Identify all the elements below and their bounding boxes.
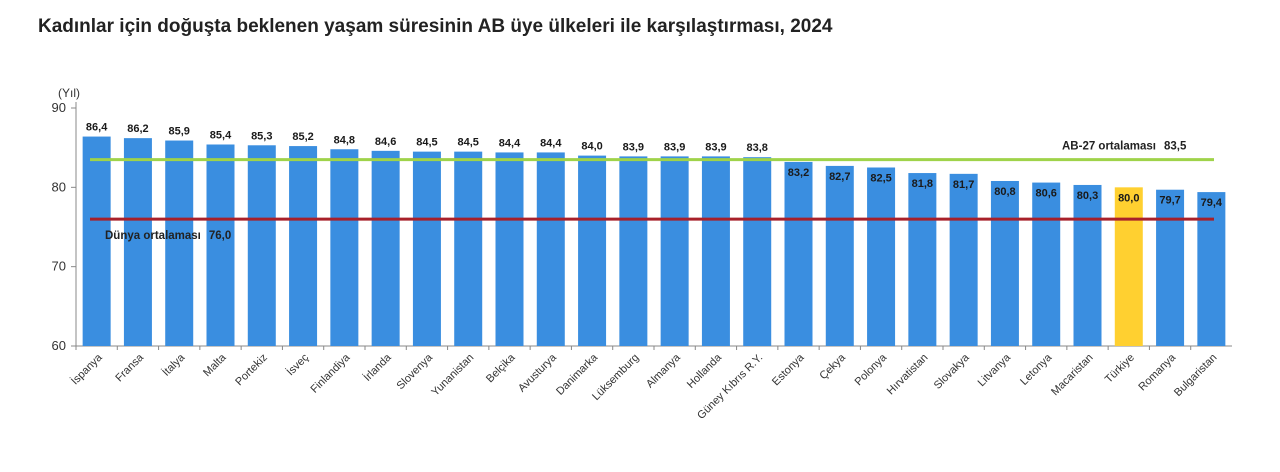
category-label: Çekya (817, 351, 848, 382)
data-label: 80,3 (1077, 190, 1098, 202)
bar-5 (289, 146, 318, 346)
category-label: Portekiz (233, 352, 270, 389)
category-label: Hırvatistan (885, 352, 931, 398)
category-label: Belçika (484, 351, 518, 385)
world-average-label: Dünya ortalaması 76,0 (105, 230, 231, 242)
category-label: İsveç (284, 351, 312, 379)
category-label: Macaristan (1049, 352, 1096, 399)
bar-7 (371, 150, 400, 346)
data-label: 79,7 (1159, 195, 1180, 207)
data-label: 80,6 (1036, 188, 1057, 200)
data-label: 83,9 (664, 141, 685, 153)
category-label: Litvanya (976, 351, 1014, 389)
category-label: Finlandiya (309, 351, 354, 396)
category-label: Bulgaristan (1172, 352, 1219, 399)
category-label: İtalya (160, 350, 188, 378)
category-label: Yunanistan (429, 352, 476, 399)
data-label: 85,9 (169, 126, 190, 138)
bar-18 (825, 165, 854, 346)
bar-6 (330, 149, 359, 346)
bar-25 (1114, 187, 1143, 346)
bar-11 (536, 152, 565, 346)
data-label: 84,4 (499, 137, 521, 149)
data-label: 85,2 (292, 131, 313, 143)
bar-13 (619, 156, 648, 346)
bar-21 (949, 173, 978, 346)
data-label: 85,4 (210, 129, 232, 141)
bar-19 (867, 167, 896, 346)
data-label: 84,4 (540, 137, 562, 149)
category-label: Malta (201, 351, 229, 379)
y-tick-label: 90 (52, 100, 66, 115)
category-label: Polonya (853, 351, 890, 388)
data-label: 84,8 (334, 134, 355, 146)
data-label: 84,5 (458, 137, 479, 149)
category-label: Estonya (770, 351, 807, 388)
category-label: Almanya (644, 351, 683, 390)
data-label: 83,9 (623, 141, 644, 153)
chart-title: Kadınlar için doğuşta beklenen yaşam sür… (38, 16, 833, 37)
data-label: 82,5 (870, 173, 891, 185)
data-label: 84,0 (581, 141, 602, 153)
bar-14 (660, 156, 689, 346)
category-label: İrlanda (361, 350, 395, 384)
data-label: 80,0 (1118, 192, 1139, 204)
bar-0 (82, 136, 111, 346)
category-label: Fransa (113, 351, 146, 384)
bar-27 (1197, 192, 1226, 346)
data-label: 86,4 (86, 122, 108, 134)
category-label: Avusturya (516, 351, 560, 395)
y-tick-label: 80 (52, 179, 66, 194)
data-label: 83,2 (788, 167, 809, 179)
bar-3 (206, 144, 235, 346)
bar-4 (247, 145, 276, 346)
bar-24 (1073, 184, 1102, 346)
data-label: 81,8 (912, 178, 933, 190)
category-label: Türkiye (1103, 352, 1137, 386)
eu-average-label: AB-27 ortalaması 83,5 (1062, 141, 1187, 153)
category-label: Slovenya (395, 351, 436, 392)
category-label: Hollanda (685, 351, 725, 391)
y-tick-label: 60 (52, 338, 66, 353)
bar-8 (412, 151, 441, 346)
bar-17 (784, 161, 813, 346)
data-label: 85,3 (251, 130, 272, 142)
data-label: 79,4 (1201, 197, 1223, 209)
y-axis-unit: (Yıl) (58, 86, 80, 100)
y-tick-label: 70 (52, 259, 66, 274)
bar-20 (908, 173, 937, 346)
bar-1 (123, 138, 152, 346)
bar-10 (495, 152, 524, 346)
bar-9 (454, 151, 483, 346)
data-label: 81,7 (953, 179, 974, 191)
data-label: 86,2 (127, 123, 148, 135)
data-label: 80,8 (994, 186, 1015, 198)
data-label: 84,5 (416, 137, 437, 149)
category-label: Romanya (1136, 351, 1178, 393)
bar-26 (1156, 189, 1185, 346)
category-label: Slovakya (932, 351, 973, 392)
bar-15 (701, 156, 730, 346)
category-label: Letonya (1018, 351, 1055, 388)
bar-2 (165, 140, 194, 346)
bar-12 (578, 155, 607, 346)
data-label: 84,6 (375, 136, 396, 148)
category-label: İspanya (68, 350, 105, 387)
bar-22 (990, 180, 1019, 346)
data-label: 83,8 (747, 142, 768, 154)
bar-16 (743, 157, 772, 346)
data-label: 82,7 (829, 171, 850, 183)
bar-23 (1032, 182, 1061, 346)
data-label: 83,9 (705, 141, 726, 153)
